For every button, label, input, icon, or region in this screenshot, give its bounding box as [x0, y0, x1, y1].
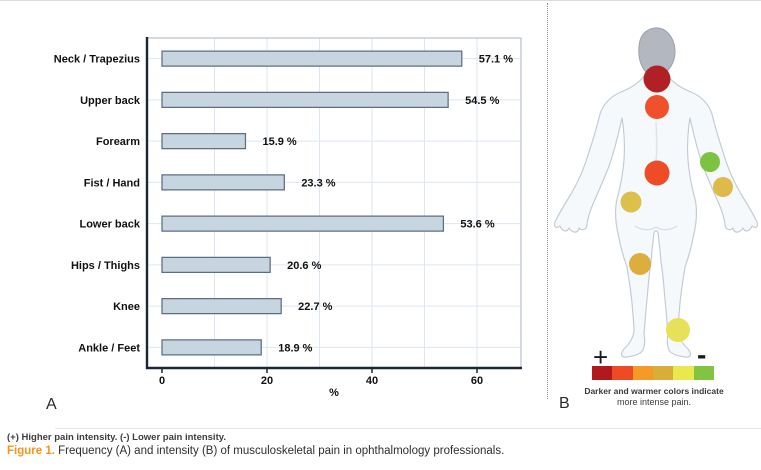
- value-label: 18.9 %: [278, 342, 312, 354]
- pain-scale-segment: [673, 366, 694, 380]
- scale-caption-line1: Darker and warmer colors indicate: [584, 386, 724, 396]
- x-tick-label: 0: [159, 375, 165, 387]
- category-label: Hips / Thighs: [71, 260, 140, 272]
- panel-divider: [547, 3, 548, 399]
- pain-marker-forearm: [700, 152, 720, 172]
- category-label: Ankle / Feet: [78, 342, 140, 354]
- figure-caption-label: Figure 1.: [7, 445, 55, 457]
- pain-scale-segment: [652, 366, 674, 380]
- pain-marker-upper-back: [645, 95, 669, 119]
- figure-caption-text: Frequency (A) and intensity (B) of muscu…: [54, 445, 505, 457]
- panel-b-label: B: [559, 395, 570, 412]
- pain-marker-knee: [629, 253, 651, 275]
- spine-line: [655, 121, 658, 163]
- category-label: Upper back: [80, 95, 141, 107]
- pain-marker-lower-back: [644, 160, 670, 186]
- pain-marker-hips-thighs: [620, 191, 642, 213]
- panel-a-label: A: [46, 396, 57, 413]
- pain-intensity-body-map: + - Darker and warmer colors indicate mo…: [547, 0, 761, 430]
- category-label: Fist / Hand: [84, 177, 140, 189]
- category-label: Lower back: [79, 219, 140, 231]
- pain-markers: [620, 65, 733, 342]
- bar-lower-back: [161, 215, 445, 232]
- value-label: 57.1 %: [479, 54, 513, 66]
- x-tick-label: 40: [366, 375, 378, 387]
- pain-marker-neck-trapezius: [643, 65, 671, 93]
- bar-knee: [161, 298, 282, 315]
- figure-bottom-border: [55, 428, 761, 429]
- body-silhouette-svg: [554, 27, 758, 358]
- value-label: 20.6 %: [287, 260, 321, 272]
- value-label: 53.6 %: [460, 219, 494, 231]
- bar-forearm: [161, 133, 247, 150]
- category-label: Neck / Trapezius: [54, 54, 140, 66]
- scale-minus-sign: -: [697, 339, 707, 370]
- pain-scale-segment: [632, 366, 653, 380]
- figure-caption: Figure 1. Frequency (A) and intensity (B…: [7, 445, 504, 457]
- buttock-crease: [634, 225, 678, 231]
- bar-fist-hand: [161, 174, 285, 191]
- body-outline: [554, 72, 758, 358]
- bar-ankle-feet: [161, 339, 262, 356]
- figure-top-border: [0, 0, 761, 1]
- pain-scale-segment: [693, 366, 714, 380]
- category-label: Knee: [113, 301, 140, 313]
- pain-frequency-bar-chart: Neck / Trapezius 57.1 % Upper back 54.5 % Fo…: [54, 37, 522, 399]
- pain-scale-segment: [592, 366, 613, 380]
- caption-note: (+) Higher pain intensity. (-) Lower pai…: [7, 432, 226, 443]
- pain-marker-fist-hand: [713, 177, 733, 197]
- value-label: 54.5 %: [465, 95, 499, 107]
- scale-plus-sign: +: [593, 342, 609, 372]
- value-label: 15.9 %: [262, 136, 296, 148]
- x-tick-label: 60: [471, 375, 483, 387]
- pain-marker-ankle-feet: [666, 318, 690, 342]
- value-label: 22.7 %: [298, 301, 332, 313]
- category-label: Forearm: [96, 136, 140, 148]
- scale-caption-line2: more intense pain.: [616, 397, 692, 407]
- bar-neck-trapezius: [161, 50, 463, 67]
- x-axis-title: %: [329, 387, 339, 399]
- pain-scale-segment: [612, 366, 633, 380]
- pain-scale-bar: [592, 366, 714, 380]
- value-label: 23.3 %: [301, 177, 335, 189]
- x-tick-label: 20: [261, 375, 273, 387]
- plot-frame: [146, 37, 522, 369]
- bar-upper-back: [161, 91, 449, 108]
- bar-hips-thighs: [161, 256, 271, 273]
